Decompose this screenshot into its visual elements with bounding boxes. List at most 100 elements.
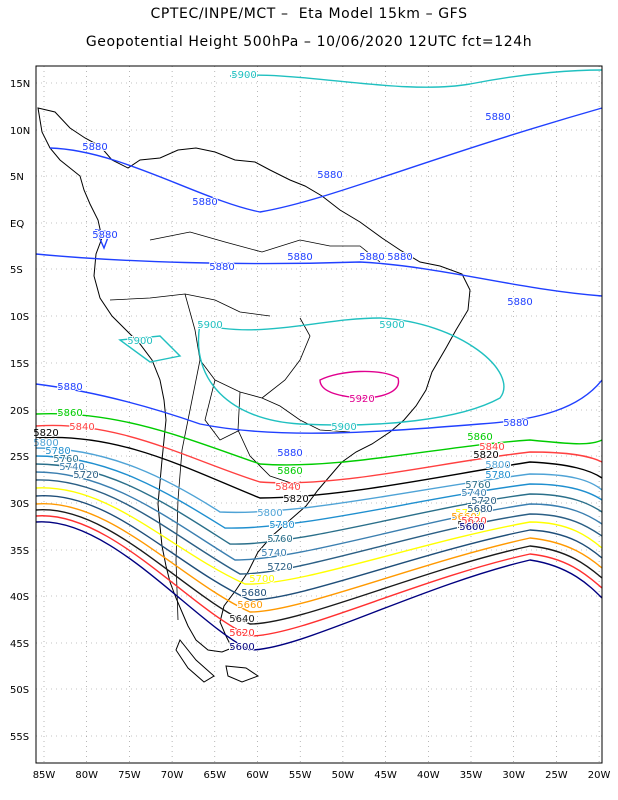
map-title: CPTEC/INPE/MCT – Eta Model 15km – GFS [150,6,468,22]
contour-label-5900: 5900 [197,320,222,331]
lon-tick-label: 65W [203,770,226,781]
contour-label-5800: 5800 [257,508,282,519]
map-frame [35,65,603,764]
contour-label-5880: 5880 [209,262,234,273]
lat-tick-label: 45S [10,639,29,650]
lat-tick-label: 20S [10,406,29,417]
contour-label-5880: 5880 [387,252,412,263]
lon-tick-label: 80W [75,770,98,781]
contour-label-5860: 5860 [57,408,82,419]
contour-5920 [319,370,400,399]
graticule [36,66,602,763]
lat-tick-label: 30S [10,499,29,510]
contour-label-5900: 5900 [379,320,404,331]
lon-tick-label: 25W [545,770,568,781]
contour-label-5680: 5680 [241,588,266,599]
contour-label-5880: 5880 [57,382,82,393]
contour-5840 [35,424,603,484]
axis-ticks: 15N 10N 5N EQ 5S 10S 15S 20S 25S 30S 35S 40S 45S 50S 5… [10,79,611,781]
contour-label-5840: 5840 [479,442,504,453]
lat-tick-label: 40S [10,592,29,603]
contour-5820 [35,436,603,499]
contour-label-5760: 5760 [465,480,490,491]
contour-label-5820: 5820 [283,494,308,505]
contour-5860 [35,412,603,466]
lon-tick-label: 50W [332,770,355,781]
lat-tick-label: 50S [10,685,29,696]
lon-tick-label: 75W [118,770,141,781]
contour-label-5640: 5640 [229,614,254,625]
contour-label-5880: 5880 [192,197,217,208]
contour-label-5760: 5760 [53,454,78,465]
lon-tick-label: 45W [374,770,397,781]
lat-tick-label: 5N [10,172,24,183]
contour-5900 [197,317,505,426]
contour-5600 [35,521,603,651]
contour-label-5840: 5840 [275,482,300,493]
lon-tick-label: 30W [502,770,525,781]
contour-5900 [229,69,603,88]
lat-tick-label: 15N [10,79,30,90]
contour-label-5880: 5880 [277,448,302,459]
lat-tick-label: 10S [10,312,29,323]
contour-label-5880: 5880 [92,230,117,241]
contour-5880 [49,107,603,213]
contour-5780 [35,455,603,529]
coastline-south-america [37,107,471,653]
contour-label-5760: 5760 [267,534,292,545]
contour-label-5820: 5820 [33,428,58,439]
contour-label-5640: 5640 [457,520,482,531]
contour-label-5800: 5800 [33,438,58,449]
lon-tick-label: 20W [588,770,611,781]
contour-5620 [35,515,603,637]
contour-5640 [35,509,603,625]
contour-label-5900: 5900 [231,70,256,81]
lon-tick-label: 85W [33,770,56,781]
lat-tick-label: 15S [10,359,29,370]
contour-5900 [118,335,182,363]
contour-label-5880: 5880 [287,252,312,263]
contour-label-5880: 5880 [503,418,528,429]
contour-5680 [35,495,603,601]
contour-5760 [35,463,603,545]
contour-label-5880: 5880 [317,170,342,181]
lat-tick-label: 10N [10,126,30,137]
contour-label-5780: 5780 [485,470,510,481]
contour-label-5660: 5660 [237,600,262,611]
lat-tick-label: EQ [10,219,24,230]
contour-lines: 5880 5880 5880 5880 5880 5880 5880 5880 5880 5880… [32,69,603,654]
contour-5720 [35,479,603,575]
lat-tick-label: 35S [10,546,29,557]
map-subtitle: Geopotential Height 500hPa – 10/06/2020 … [85,34,533,50]
lon-tick-label: 40W [417,770,440,781]
lon-tick-label: 70W [161,770,184,781]
contour-label-5720: 5720 [267,562,292,573]
contour-label-5600: 5600 [459,522,484,533]
contour-5880 [35,379,603,434]
contour-label-5900: 5900 [331,422,356,433]
contour-5700 [35,487,603,585]
contour-label-5920: 5920 [349,394,374,405]
contour-label-5700: 5700 [455,508,480,519]
lat-tick-label: 55S [10,732,29,743]
contour-label-5620: 5620 [229,628,254,639]
contour-label-5700: 5700 [249,574,274,585]
contour-label-5720: 5720 [471,496,496,507]
contour-label-5880: 5880 [485,112,510,123]
contour-5740 [35,471,603,561]
lat-tick-label: 5S [10,265,23,276]
contour-label-5820: 5820 [473,450,498,461]
lon-tick-label: 35W [460,770,483,781]
contour-5800 [35,447,603,514]
coastline-tierra-del-fuego [175,639,260,683]
contour-label-5880: 5880 [507,297,532,308]
lat-tick-label: 25S [10,452,29,463]
contour-label-5620: 5620 [461,516,486,527]
lon-tick-label: 60W [246,770,269,781]
lon-tick-label: 55W [289,770,312,781]
contour-5880 [94,229,111,250]
contour-label-5800: 5800 [485,460,510,471]
contour-label-5680: 5680 [467,504,492,515]
contour-label-5720: 5720 [73,470,98,481]
